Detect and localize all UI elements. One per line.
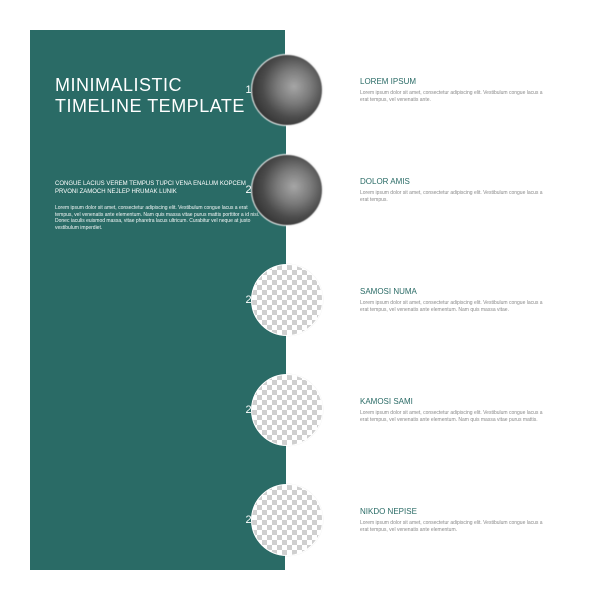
event-text: LOREM IPSUM Lorem ipsum dolor sit amet, c… <box>360 77 550 103</box>
timeline-event: 2024NIKDO NEPISELorem ipsum dolor sit am… <box>30 480 570 560</box>
event-text: NIKDO NEPISE Lorem ipsum dolor sit amet, … <box>360 507 550 533</box>
event-title: DOLOR AMIS <box>360 177 550 186</box>
event-text: DOLOR AMIS Lorem ipsum dolor sit amet, co… <box>360 177 550 203</box>
event-body: Lorem ipsum dolor sit amet, consectetur … <box>360 90 550 103</box>
event-text: KAMOSI SAMI Lorem ipsum dolor sit amet, c… <box>360 397 550 423</box>
event-image-placeholder <box>251 264 323 336</box>
event-body: Lorem ipsum dolor sit amet, consectetur … <box>360 190 550 203</box>
event-title: NIKDO NEPISE <box>360 507 550 516</box>
event-title: SAMOSI NUMA <box>360 287 550 296</box>
event-image-placeholder <box>251 374 323 446</box>
event-body: Lorem ipsum dolor sit amet, consectetur … <box>360 520 550 533</box>
event-image-placeholder <box>251 54 323 126</box>
infographic-canvas: MINIMALISTIC TIMELINE TEMPLATE CONGUE LA… <box>30 30 570 570</box>
event-body: Lorem ipsum dolor sit amet, consectetur … <box>360 410 550 423</box>
timeline-event: 2013KAMOSI SAMILorem ipsum dolor sit ame… <box>30 370 570 450</box>
timeline-event: 2001DOLOR AMISLorem ipsum dolor sit amet… <box>30 150 570 230</box>
timeline-event: 1998LOREM IPSUMLorem ipsum dolor sit ame… <box>30 50 570 130</box>
event-title: KAMOSI SAMI <box>360 397 550 406</box>
event-text: SAMOSI NUMA Lorem ipsum dolor sit amet, c… <box>360 287 550 313</box>
event-title: LOREM IPSUM <box>360 77 550 86</box>
event-body: Lorem ipsum dolor sit amet, consectetur … <box>360 300 550 313</box>
event-image-placeholder <box>251 484 323 556</box>
timeline-event: 2008SAMOSI NUMALorem ipsum dolor sit ame… <box>30 260 570 340</box>
event-image-placeholder <box>251 154 323 226</box>
